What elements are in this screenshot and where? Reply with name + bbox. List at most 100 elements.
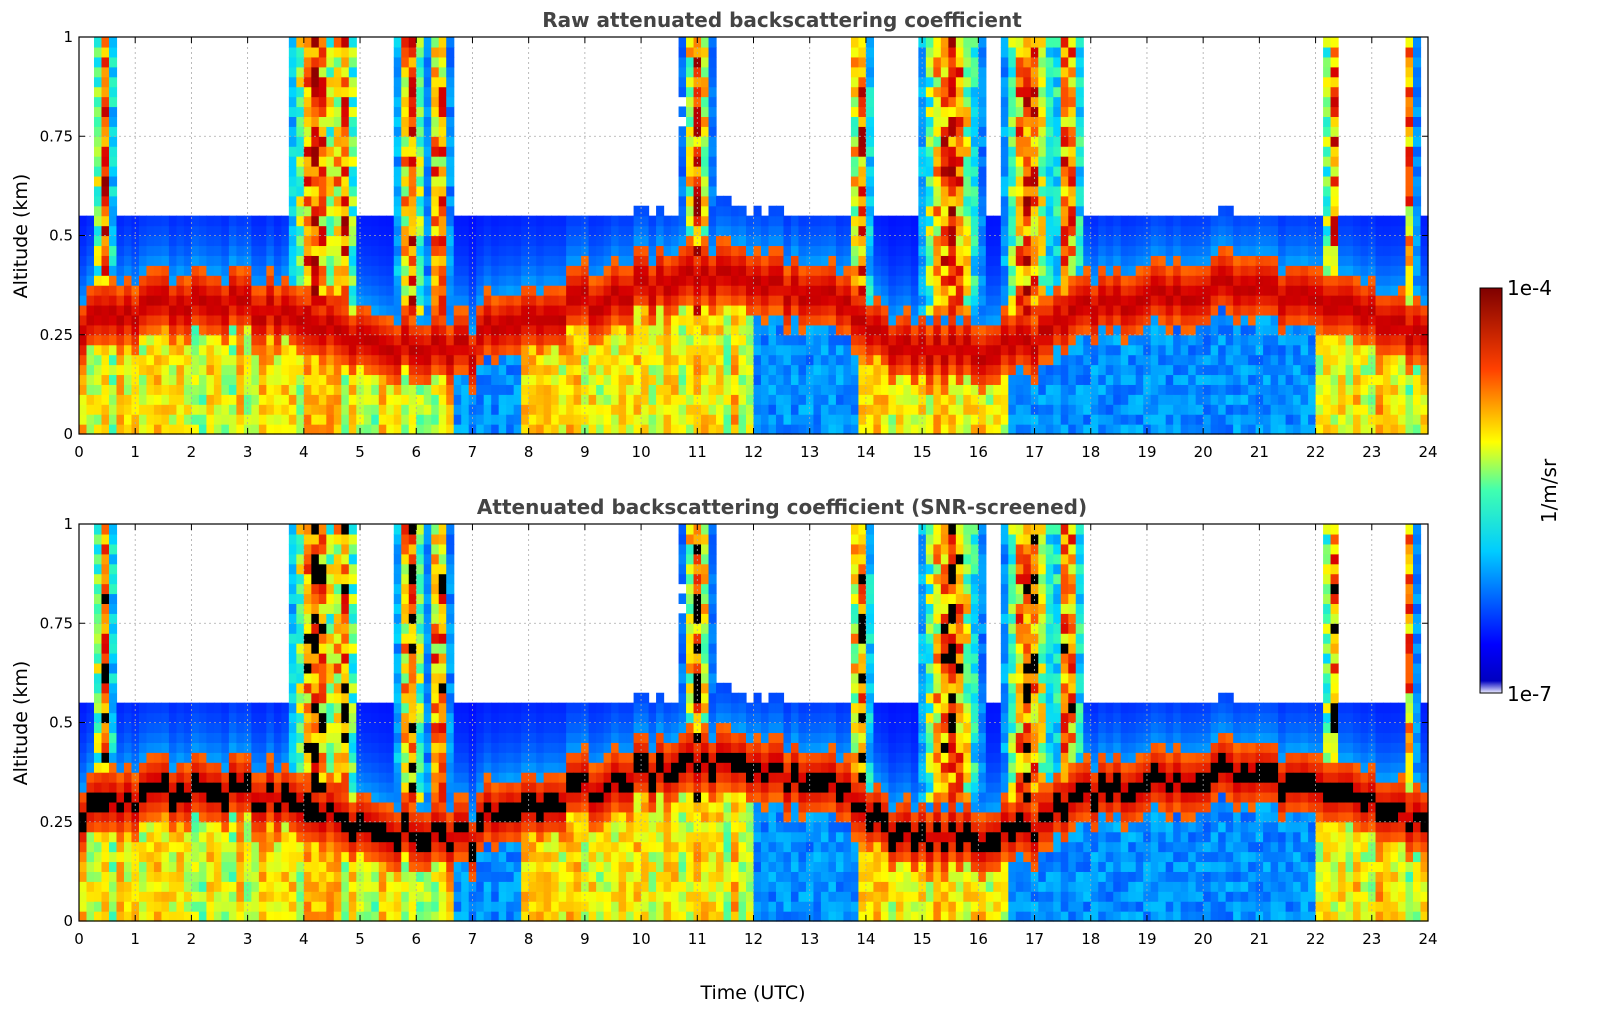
heatmap-cell	[1068, 225, 1077, 237]
heatmap-cell	[775, 235, 785, 247]
heatmap-cell	[438, 86, 447, 98]
heatmap-cell	[251, 245, 260, 256]
heatmap-cell	[108, 275, 118, 286]
heatmap-cell	[1098, 215, 1107, 227]
heatmap-cell	[985, 265, 994, 276]
heatmap-cell	[686, 37, 695, 48]
heatmap-cell	[183, 265, 193, 276]
heatmap-cell	[438, 245, 447, 256]
heatmap-cell	[1113, 404, 1122, 415]
heatmap-cell	[191, 225, 200, 237]
heatmap-cell	[903, 215, 912, 227]
heatmap-cell	[1135, 384, 1144, 395]
heatmap-cell	[513, 344, 522, 356]
heatmap-cell	[101, 424, 110, 435]
heatmap-cell	[1053, 166, 1062, 177]
heatmap-cell	[1255, 285, 1264, 296]
heatmap-cell	[1083, 314, 1092, 326]
heatmap-cell	[258, 265, 267, 276]
heatmap-cell	[483, 384, 492, 395]
heatmap-cell	[566, 245, 575, 256]
heatmap-cell	[925, 225, 934, 237]
heatmap-cell	[318, 324, 327, 336]
heatmap-cell	[251, 374, 260, 385]
heatmap-cell	[558, 384, 567, 395]
heatmap-cell	[528, 394, 537, 405]
heatmap-cell	[206, 265, 215, 276]
heatmap-cell	[153, 344, 163, 356]
heatmap-cell	[1030, 304, 1039, 316]
heatmap-cell	[1150, 384, 1159, 395]
heatmap-cell	[101, 344, 110, 356]
heatmap-cell	[206, 324, 215, 336]
heatmap-cell	[221, 255, 230, 266]
heatmap-cell	[498, 304, 507, 316]
heatmap-cell	[483, 225, 492, 237]
heatmap-cell	[1278, 424, 1287, 435]
heatmap-cell	[678, 344, 687, 356]
heatmap-cell	[438, 166, 447, 177]
heatmap-cell	[228, 354, 237, 366]
heatmap-cell	[1053, 324, 1062, 336]
heatmap-cell	[1060, 96, 1069, 108]
heatmap-cell	[161, 344, 170, 356]
heatmap-cell	[386, 414, 395, 425]
heatmap-cell	[603, 334, 612, 346]
heatmap-cell	[79, 215, 88, 227]
heatmap-cell	[1053, 156, 1062, 167]
heatmap-cell	[206, 314, 215, 326]
heatmap-cell	[468, 275, 477, 286]
heatmap-cell	[1398, 394, 1407, 405]
heatmap-cell	[258, 424, 267, 435]
heatmap-cell	[423, 215, 432, 227]
heatmap-cell	[678, 275, 687, 286]
heatmap-cell	[850, 324, 860, 336]
heatmap-cell	[123, 384, 133, 395]
heatmap-cell	[1270, 215, 1279, 227]
heatmap-cell	[1038, 185, 1047, 197]
heatmap-cell	[1263, 275, 1272, 286]
heatmap-cell	[775, 255, 785, 266]
heatmap-cell	[1180, 255, 1189, 266]
heatmap-cell	[1150, 314, 1159, 326]
heatmap-cell	[258, 255, 267, 266]
heatmap-cell	[1150, 404, 1159, 415]
heatmap-cell	[1180, 314, 1189, 326]
heatmap-cell	[101, 304, 110, 316]
heatmap-cell	[386, 354, 395, 366]
heatmap-cell	[101, 285, 110, 296]
heatmap-cell	[641, 245, 650, 256]
heatmap-cell	[963, 275, 972, 286]
heatmap-cell	[86, 384, 95, 395]
heatmap-cell	[101, 394, 110, 405]
heatmap-cell	[371, 424, 380, 435]
heatmap-cell	[626, 314, 635, 326]
heatmap-cell	[536, 275, 545, 286]
heatmap-cell	[416, 344, 425, 356]
heatmap-cell	[1375, 304, 1384, 316]
heatmap-cell	[236, 285, 245, 296]
heatmap-cell	[1188, 275, 1197, 286]
heatmap-cell	[506, 324, 515, 336]
heatmap-cell	[1270, 295, 1279, 306]
heatmap-cell	[138, 324, 148, 336]
heatmap-cell	[1068, 175, 1077, 187]
heatmap-cell	[1323, 166, 1332, 177]
heatmap-cell	[341, 404, 350, 415]
heatmap-cell	[1053, 265, 1062, 276]
heatmap-cell	[1375, 394, 1384, 405]
heatmap-cell	[423, 275, 432, 286]
heatmap-cell	[618, 394, 627, 405]
heatmap-cell	[438, 185, 447, 197]
heatmap-cell	[978, 46, 987, 58]
heatmap-cell	[798, 304, 807, 316]
heatmap-cell	[1360, 245, 1369, 256]
heatmap-cell	[873, 344, 882, 356]
heatmap-cell	[626, 295, 635, 306]
heatmap-cell	[258, 314, 267, 326]
heatmap-cell	[258, 295, 267, 306]
heatmap-cell	[693, 374, 702, 385]
heatmap-cell	[288, 56, 297, 68]
heatmap-cell	[1360, 334, 1369, 346]
heatmap-cell	[1248, 334, 1257, 346]
